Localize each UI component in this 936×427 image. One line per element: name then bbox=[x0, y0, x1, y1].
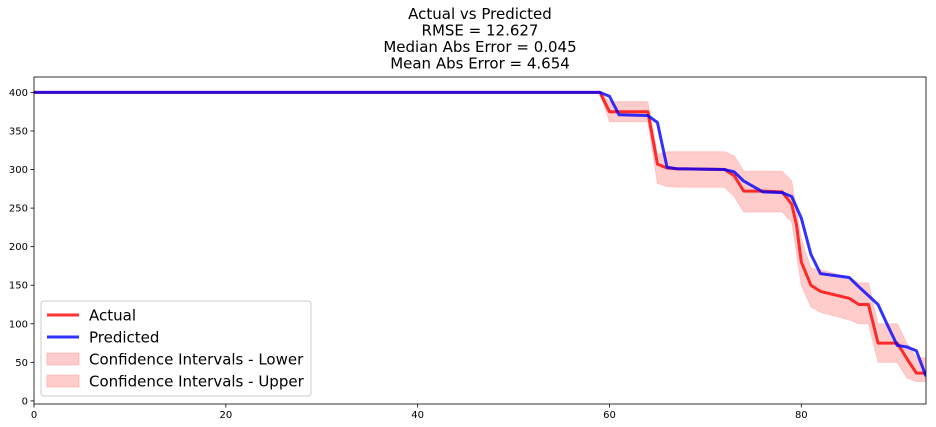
title-line: RMSE = 12.627 bbox=[422, 22, 539, 40]
x-tick-label: 80 bbox=[795, 410, 808, 421]
y-tick-label: 400 bbox=[9, 88, 28, 99]
legend-swatch bbox=[46, 352, 80, 366]
legend-swatch bbox=[46, 374, 80, 388]
y-tick-label: 150 bbox=[9, 281, 28, 292]
series-lines bbox=[34, 90, 926, 377]
y-tick-label: 200 bbox=[9, 242, 28, 253]
y-tick-label: 300 bbox=[9, 165, 28, 176]
x-tick-label: 20 bbox=[219, 410, 232, 421]
legend-label: Confidence Intervals - Upper bbox=[89, 373, 305, 391]
confidence-band-area bbox=[34, 92, 926, 383]
title-line: Mean Abs Error = 4.654 bbox=[390, 55, 570, 73]
predicted-line bbox=[34, 90, 926, 377]
x-axis: 0 20 40 60 80 bbox=[31, 404, 808, 421]
legend-label: Predicted bbox=[89, 329, 159, 347]
title-line: Median Abs Error = 0.045 bbox=[383, 38, 576, 56]
legend: Actual Predicted Confidence Intervals - Lo… bbox=[40, 300, 312, 397]
y-axis: 0 50 100 150 200 250 300 350 400 bbox=[9, 88, 34, 407]
actual-line bbox=[34, 90, 926, 375]
y-tick-label: 100 bbox=[9, 319, 28, 330]
y-tick-label: 250 bbox=[9, 204, 28, 215]
x-tick-label: 60 bbox=[603, 410, 616, 421]
plot-frame bbox=[33, 76, 927, 405]
legend-label: Confidence Intervals - Lower bbox=[89, 351, 304, 369]
confidence-band bbox=[34, 92, 926, 383]
legend-label: Actual bbox=[89, 307, 136, 325]
x-tick-label: 0 bbox=[31, 410, 37, 421]
y-tick-label: 0 bbox=[22, 396, 28, 407]
y-tick-label: 50 bbox=[15, 358, 28, 369]
title-line: Actual vs Predicted bbox=[408, 5, 552, 23]
y-tick-label: 350 bbox=[9, 126, 28, 137]
legend-box bbox=[40, 300, 312, 397]
x-tick-label: 40 bbox=[411, 410, 424, 421]
